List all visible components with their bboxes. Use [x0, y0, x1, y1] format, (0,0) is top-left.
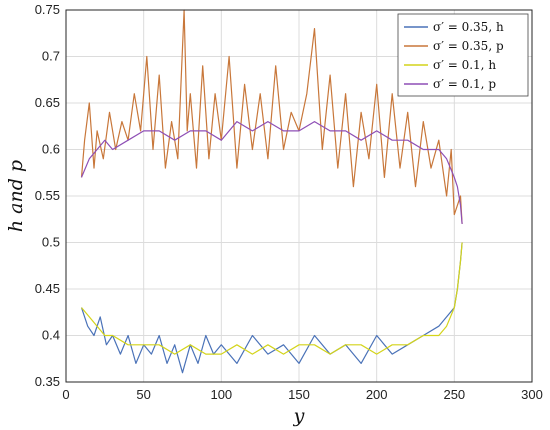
y-tick-label: 0.35 — [35, 374, 60, 389]
y-tick-label: 0.4 — [42, 328, 60, 343]
x-axis-ticks: 0 50 100 150 200 250 300 — [62, 387, 542, 402]
legend-entry-1: σ′ = 0.35, p — [404, 39, 504, 53]
legend-label: σ′ = 0.35, h — [433, 20, 504, 34]
legend-entry-3: σ′ = 0.1, p — [404, 77, 496, 91]
plot-area-frame — [65, 9, 533, 383]
series-line-2 — [81, 242, 463, 355]
x-tick-label: 200 — [366, 387, 388, 402]
x-tick-label: 150 — [288, 387, 310, 402]
x-tick-label: 300 — [521, 387, 543, 402]
x-tick-label: 100 — [210, 387, 232, 402]
x-tick-label: 0 — [62, 387, 69, 402]
legend: σ′ = 0.35, h σ′ = 0.35, p σ′ = 0.1, h σ′… — [397, 13, 529, 97]
x-axis-label: y — [293, 405, 305, 427]
y-tick-label: 0.55 — [35, 188, 60, 203]
y-axis-ticks: 0.35 0.4 0.45 0.5 0.55 0.6 0.65 0.7 0.75 — [35, 2, 60, 389]
series-line-3 — [80, 120, 463, 224]
y-tick-label: 0.7 — [42, 49, 60, 64]
y-tick-label: 0.75 — [35, 2, 60, 17]
series-lines — [80, 9, 463, 374]
series-line-1 — [80, 9, 463, 224]
x-tick-label: 50 — [136, 387, 150, 402]
legend-entry-0: σ′ = 0.35, h — [404, 20, 504, 34]
legend-label: σ′ = 0.1, p — [433, 77, 496, 91]
y-tick-label: 0.45 — [35, 281, 60, 296]
y-axis-label: h and p — [5, 160, 27, 232]
y-tick-label: 0.6 — [42, 142, 60, 157]
x-tick-label: 250 — [443, 387, 465, 402]
legend-label: σ′ = 0.35, p — [433, 39, 504, 53]
legend-entry-2: σ′ = 0.1, h — [404, 58, 496, 72]
series-line-0 — [80, 242, 463, 374]
legend-label: σ′ = 0.1, h — [433, 58, 496, 72]
y-tick-label: 0.5 — [42, 235, 60, 250]
y-tick-label: 0.65 — [35, 95, 60, 110]
